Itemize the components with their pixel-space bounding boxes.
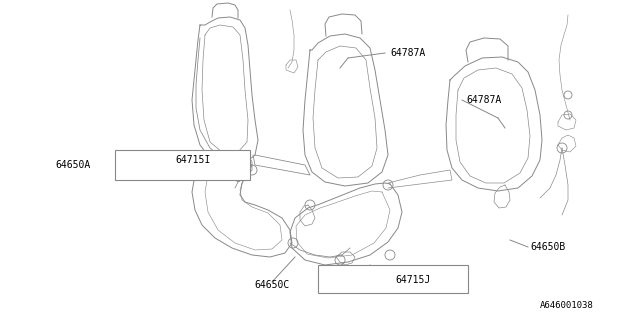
Text: 64650B: 64650B [530, 242, 565, 252]
Bar [115, 150, 250, 180]
Text: 64715J: 64715J [395, 275, 430, 285]
Text: 64650A: 64650A [55, 160, 90, 170]
Text: A646001038: A646001038 [540, 300, 594, 309]
Text: 64715I: 64715I [175, 155, 211, 165]
Text: 64787A: 64787A [390, 48, 425, 58]
Text: 64787A: 64787A [466, 95, 501, 105]
Bar [318, 265, 468, 293]
Text: 64650C: 64650C [254, 280, 290, 290]
